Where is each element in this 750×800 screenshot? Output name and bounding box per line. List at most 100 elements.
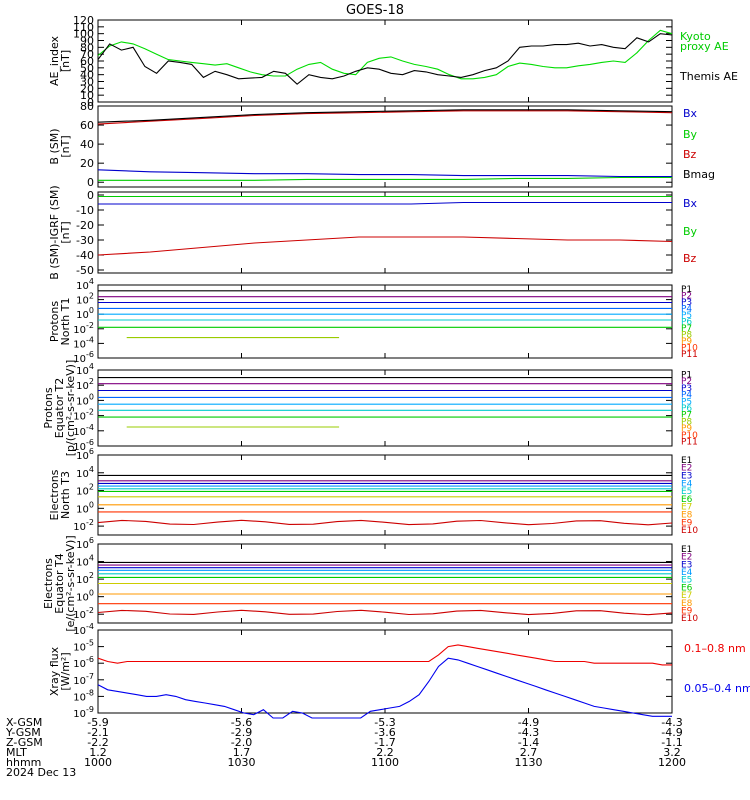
- legend-item-p10: P10: [681, 343, 698, 353]
- series-line-by: [98, 176, 672, 181]
- y-axis-label: B (SM)-IGRF (SM): [48, 185, 61, 279]
- legend-item: Kyoto: [680, 30, 711, 43]
- legend-item-e8: E8: [681, 511, 693, 521]
- legend-item-e3: E3: [681, 472, 692, 482]
- x-axis-value-y-gsm: -4.3: [518, 726, 539, 739]
- x-axis-value-x-gsm: -5.9: [87, 716, 108, 729]
- plot-title: GOES-18: [346, 3, 404, 18]
- x-axis-value-x-gsm: -4.3: [661, 716, 682, 729]
- legend-item-e3: E3: [681, 560, 692, 570]
- x-axis-value-x-gsm: -5.3: [374, 716, 395, 729]
- legend-item-e5: E5: [681, 576, 692, 586]
- y-tick-label: 104: [76, 554, 94, 569]
- legend-item-e9: E9: [681, 518, 693, 528]
- legend-item-e1: E1: [681, 456, 692, 466]
- x-axis-row-label: Z-GSM: [6, 736, 43, 749]
- y-axis-label: Equator T4: [53, 553, 66, 613]
- y-tick-label: 100: [76, 392, 94, 407]
- y-tick-label: 90: [80, 35, 94, 48]
- y-tick-label: 50: [80, 62, 94, 75]
- legend-item-e5: E5: [681, 487, 692, 497]
- series-line-bmag: [97, 109, 673, 123]
- y-tick-label: 10-4: [73, 622, 94, 637]
- legend-item-p5: P5: [681, 397, 692, 407]
- legend-item-e1: E1: [681, 545, 692, 555]
- panel-b_igrf: 0 -10 -20 -30 -40 -50 B (SM)-IGRF (SM)[nT]: [48, 185, 673, 280]
- x-axis-value-hhmm: 1130: [515, 756, 543, 769]
- y-tick-label: 102: [76, 292, 94, 307]
- legend-item-p1: P1: [681, 285, 692, 295]
- legend-item-p7: P7: [681, 324, 692, 334]
- series-line-bz: [97, 110, 673, 125]
- legend-item: Bz: [683, 252, 697, 265]
- x-axis-row-label: hhmm: [6, 756, 41, 769]
- legend-item-p8: P8: [681, 330, 692, 340]
- legend-item-p8: P8: [681, 417, 692, 427]
- y-tick-label: 10-2: [73, 321, 94, 336]
- series-line-e10: [97, 609, 673, 616]
- legend-item-p7: P7: [681, 411, 692, 421]
- legend-item-p9: P9: [681, 337, 692, 347]
- panels-group: 0102030405060708090100110120AE_index[nT]…: [42, 14, 750, 720]
- y-axis-label: North T3: [59, 471, 72, 519]
- legend-item-p11: P11: [681, 438, 698, 448]
- x-axis-row-label: Y-GSM: [5, 726, 41, 739]
- y-tick-label: -40: [76, 249, 94, 262]
- legend-item-p2: P2: [681, 377, 692, 387]
- panel-xray: 10-9 10-810-7 10-610-5 10-4 Xray flux[W/m²]: [48, 622, 673, 720]
- y-tick-label: 70: [80, 48, 94, 61]
- legend-item-p5: P5: [681, 311, 692, 321]
- y-tick-label: 100: [76, 500, 94, 515]
- y-tick-label: 10-2: [73, 518, 94, 533]
- y-tick-label: 10-9: [73, 705, 94, 720]
- y-tick-label: 100: [73, 28, 94, 41]
- legend-item-e2: E2: [681, 553, 692, 563]
- y-axis-label: [p/(cm²-s-sr-keV)]: [64, 360, 77, 457]
- y-tick-label: 10-7: [73, 672, 94, 687]
- legend-item-e9: E9: [681, 606, 693, 616]
- x-axis-value-hhmm: 1000: [84, 756, 112, 769]
- legend-item: Bmag: [683, 168, 715, 181]
- y-axis-label: B (SM): [48, 128, 61, 164]
- y-axis-label: Equator T2: [53, 378, 66, 438]
- x-axis-value-mlt: 2.7: [520, 746, 538, 759]
- x-axis-value-mlt: 1.7: [233, 746, 251, 759]
- x-axis-row-label: 2024 Dec 13: [6, 766, 76, 779]
- legend-xray: 0.1–0.8 nm 0.05–0.4 nm: [684, 642, 750, 695]
- y-tick-label: 60: [80, 119, 94, 132]
- x-axis-row-label: X-GSM: [6, 716, 42, 729]
- x-axis-row-label: MLT: [6, 746, 27, 759]
- y-axis-label: [nT]: [59, 135, 72, 157]
- y-tick-label: 104: [76, 465, 94, 480]
- series-line-themis-ae: [97, 33, 673, 85]
- x-axis-value-hhmm: 1030: [228, 756, 256, 769]
- y-axis-label: Electrons: [48, 469, 61, 520]
- y-tick-label: -50: [76, 264, 94, 277]
- y-tick-label: 10-2: [73, 606, 94, 621]
- legend-item: 0.1–0.8 nm: [684, 642, 746, 655]
- y-axis-label: AE_index: [48, 35, 61, 86]
- y-tick-label: 100: [76, 589, 94, 604]
- legend-item: Bz: [683, 148, 697, 161]
- y-tick-label: 80: [80, 41, 94, 54]
- x-axis-value-z-gsm: -1.1: [661, 736, 682, 749]
- legend-item: 0.05–0.4 nm: [684, 682, 750, 695]
- y-tick-label: 10-6: [73, 655, 94, 670]
- y-tick-label: 10-6: [73, 438, 94, 453]
- legend-item: By: [683, 128, 698, 141]
- legend-b_sm: Bx By Bz Bmag: [683, 107, 715, 181]
- y-tick-label: 102: [76, 571, 94, 586]
- x-axis-value-z-gsm: -2.2: [87, 736, 108, 749]
- y-tick-label: 10: [80, 89, 94, 102]
- y-tick-label: -20: [76, 219, 94, 232]
- x-axis-value-x-gsm: -5.6: [231, 716, 252, 729]
- y-axis-label: [nT]: [59, 50, 72, 72]
- legend-item-p4: P4: [681, 305, 692, 315]
- series-line-0-05-0-4-nm: [97, 657, 672, 719]
- y-tick-label: 100: [76, 306, 94, 321]
